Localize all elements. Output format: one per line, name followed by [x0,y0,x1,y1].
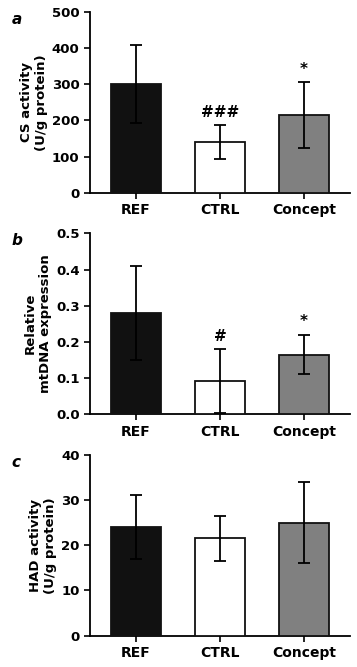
Text: #: # [213,329,226,344]
Bar [111,527,161,636]
Bar [195,381,245,414]
Bar [111,313,161,414]
Bar [195,538,245,636]
Y-axis label: HAD activity
(U/g protein): HAD activity (U/g protein) [29,497,57,594]
Text: a: a [12,12,22,27]
Text: ###: ### [201,105,239,120]
Text: *: * [300,62,308,77]
Bar [279,522,329,636]
Y-axis label: CS activity
(U/g protein): CS activity (U/g protein) [20,54,47,151]
Bar [279,355,329,414]
Text: b: b [12,233,23,248]
Y-axis label: Relative
mtDNA expression: Relative mtDNA expression [24,254,52,393]
Text: *: * [300,314,308,329]
Bar [195,142,245,193]
Bar [111,83,161,193]
Bar [279,115,329,193]
Text: c: c [12,455,21,470]
